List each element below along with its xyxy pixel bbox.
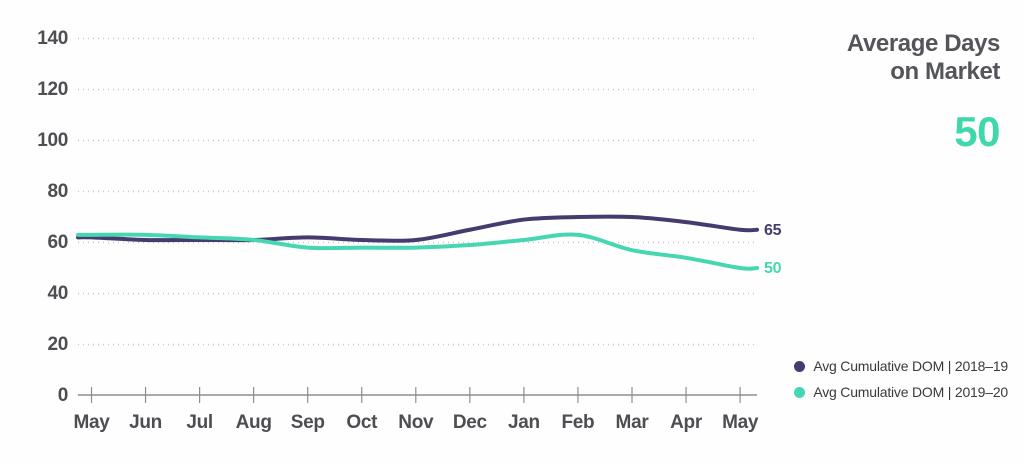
y-axis-label: 40 xyxy=(47,282,68,304)
legend-dot-icon xyxy=(794,386,806,398)
x-axis-label: Dec xyxy=(452,412,487,433)
series-line-2019-20 xyxy=(76,232,759,271)
chart-title: Average Days on Market xyxy=(847,30,1000,86)
highlight-value: 50 xyxy=(954,108,1000,155)
x-axis-label: Jun xyxy=(129,412,162,433)
legend-label: Avg Cumulative DOM | 2019–20 xyxy=(813,384,1008,400)
x-axis-label: Jul xyxy=(186,412,213,433)
legend-label: Avg Cumulative DOM | 2018–19 xyxy=(813,358,1008,374)
y-axis-label: 20 xyxy=(47,333,68,355)
series-end-label-2018-19: 65 xyxy=(764,221,782,239)
y-axis-label: 80 xyxy=(47,180,68,202)
y-axis-label: 100 xyxy=(37,129,68,151)
legend-dot-icon xyxy=(794,360,806,372)
x-axis-label: Jan xyxy=(507,412,540,433)
y-axis-label: 120 xyxy=(37,78,68,100)
legend-item-2018-19: Avg Cumulative DOM | 2018–19 xyxy=(794,353,1008,379)
x-axis-label: Nov xyxy=(398,412,434,433)
y-axis-label: 0 xyxy=(57,384,69,406)
series-end-label-2019-20: 50 xyxy=(764,260,782,277)
x-axis-label: May xyxy=(73,412,110,433)
x-axis-label: Aug xyxy=(235,412,272,433)
x-axis-label: Oct xyxy=(346,412,378,433)
x-axis-label: Feb xyxy=(561,412,595,433)
x-axis-label: Sep xyxy=(290,412,325,433)
x-axis-label: Mar xyxy=(615,412,649,433)
chart-title-line1: Average Days xyxy=(846,30,1000,57)
x-axis-label: May xyxy=(722,412,759,433)
y-axis-label: 140 xyxy=(37,27,68,49)
legend-item-2019-20: Avg Cumulative DOM | 2019–20 xyxy=(794,379,1008,405)
summary-panel: Average Days on Market 50 xyxy=(847,30,1001,156)
legend: Avg Cumulative DOM | 2018–19 Avg Cumulati… xyxy=(794,353,1008,405)
x-axis-label: Apr xyxy=(670,412,702,433)
y-axis-label: 60 xyxy=(47,231,68,253)
chart-title-line2: on Market xyxy=(890,58,1000,85)
series-line-2018-19 xyxy=(76,214,759,243)
